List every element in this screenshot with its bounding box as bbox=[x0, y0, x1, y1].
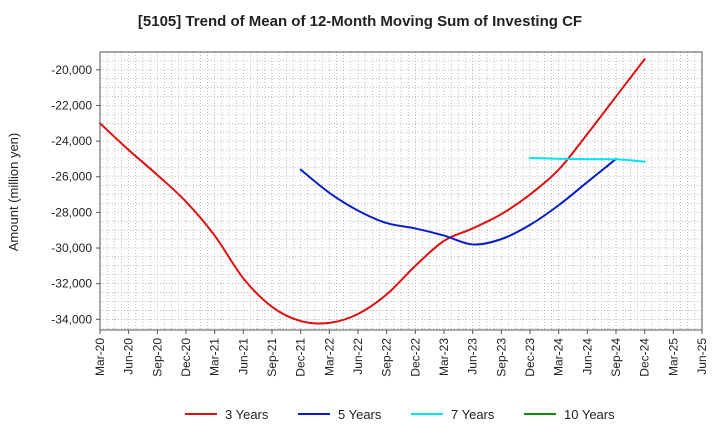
chart-title: [5105] Trend of Mean of 12-Month Moving … bbox=[138, 13, 582, 30]
y-tick-label: -32,000 bbox=[51, 277, 92, 291]
x-tick-label: Jun-25 bbox=[695, 338, 709, 375]
x-tick-label: Sep-21 bbox=[265, 338, 279, 377]
plot-area-frame bbox=[99, 51, 703, 331]
y-tick-label: -26,000 bbox=[51, 170, 92, 184]
series-line-5-years bbox=[299, 157, 617, 246]
y-axis-label: Amount (million yen) bbox=[6, 133, 21, 252]
x-tick-label: Sep-22 bbox=[380, 338, 394, 377]
y-tick-label: -24,000 bbox=[51, 134, 92, 148]
y-tick-labels: -34,000 -32,000 -30,000 -28,000 -26,000 -24,0… bbox=[51, 63, 100, 326]
series-line-3-years bbox=[99, 58, 646, 325]
x-tick-label: Mar-24 bbox=[552, 338, 566, 376]
series-line-7-years bbox=[529, 157, 646, 163]
x-tick-label: Sep-23 bbox=[494, 338, 508, 377]
y-tick-label: -30,000 bbox=[51, 241, 92, 255]
x-tick-label: Dec-21 bbox=[294, 338, 308, 377]
legend-label-3-years: 3 Years bbox=[225, 407, 269, 422]
x-tick-label: Mar-21 bbox=[208, 338, 222, 376]
x-tick-label: Dec-23 bbox=[523, 338, 537, 377]
x-tick-label: Mar-20 bbox=[93, 338, 107, 376]
x-tick-label: Dec-20 bbox=[179, 338, 193, 377]
x-tick-labels: Mar-20 Jun-20 Sep-20 Dec-20 Mar-21 Jun-21 Sep-… bbox=[93, 330, 709, 377]
grid bbox=[100, 52, 702, 330]
y-tick-label: -22,000 bbox=[51, 98, 92, 112]
x-tick-label: Jun-24 bbox=[580, 338, 594, 375]
legend-label-5-years: 5 Years bbox=[338, 407, 382, 422]
legend-label-10-years: 10 Years bbox=[564, 407, 615, 422]
y-tick-label: -34,000 bbox=[51, 312, 92, 326]
x-tick-label: Sep-20 bbox=[150, 338, 164, 377]
y-tick-label: -28,000 bbox=[51, 205, 92, 219]
legend: 3 Years 5 Years 7 Years 10 Years bbox=[185, 407, 615, 422]
x-tick-label: Jun-20 bbox=[122, 338, 136, 375]
x-tick-label: Mar-23 bbox=[437, 338, 451, 376]
x-tick-label: Jun-22 bbox=[351, 338, 365, 375]
legend-label-7-years: 7 Years bbox=[451, 407, 495, 422]
series-lines bbox=[99, 58, 646, 325]
y-tick-label: -20,000 bbox=[51, 63, 92, 77]
x-tick-label: Mar-22 bbox=[322, 338, 336, 376]
x-tick-label: Sep-24 bbox=[609, 338, 623, 377]
x-tick-label: Jun-23 bbox=[466, 338, 480, 375]
x-tick-label: Jun-21 bbox=[236, 338, 250, 375]
x-tick-label: Mar-25 bbox=[666, 338, 680, 376]
x-tick-label: Dec-24 bbox=[638, 338, 652, 377]
x-tick-label: Dec-22 bbox=[408, 338, 422, 377]
